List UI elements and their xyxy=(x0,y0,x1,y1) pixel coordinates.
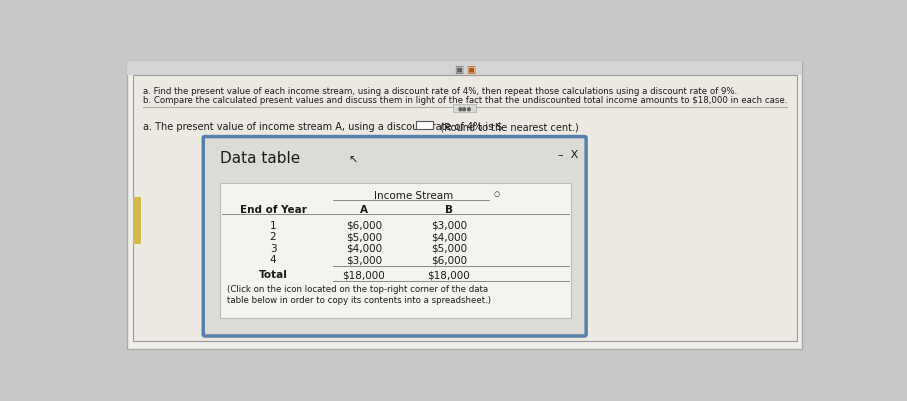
Text: $4,000: $4,000 xyxy=(346,243,382,253)
Text: 1: 1 xyxy=(269,220,277,230)
Text: $5,000: $5,000 xyxy=(346,232,382,242)
Text: $3,000: $3,000 xyxy=(346,255,382,265)
FancyBboxPatch shape xyxy=(203,137,586,336)
Text: (Click on the icon located on the top-right corner of the data
table below in or: (Click on the icon located on the top-ri… xyxy=(227,285,491,304)
Bar xyxy=(132,198,141,244)
Text: Data table: Data table xyxy=(220,151,300,166)
Text: $6,000: $6,000 xyxy=(346,220,382,230)
Text: b. Compare the calculated present values and discuss them in light of the fact t: b. Compare the calculated present values… xyxy=(142,96,787,105)
Text: 4: 4 xyxy=(269,255,277,265)
Bar xyxy=(454,105,476,113)
Text: a. The present value of income stream A, using a discount rate of 4% is $: a. The present value of income stream A,… xyxy=(142,122,502,132)
Text: 3: 3 xyxy=(269,243,277,253)
Text: $3,000: $3,000 xyxy=(431,220,467,230)
Text: $18,000: $18,000 xyxy=(427,269,471,279)
Text: Total: Total xyxy=(258,269,288,279)
Text: $5,000: $5,000 xyxy=(431,243,467,253)
Text: ●●●: ●●● xyxy=(458,106,472,111)
Text: $6,000: $6,000 xyxy=(431,255,467,265)
Text: A: A xyxy=(360,204,367,214)
Text: a. Find the present value of each income stream, using a discount rate of 4%, th: a. Find the present value of each income… xyxy=(142,87,737,95)
Text: ▣: ▣ xyxy=(454,65,463,75)
Text: Income Stream: Income Stream xyxy=(375,191,454,201)
Bar xyxy=(220,183,571,318)
Text: 2: 2 xyxy=(269,232,277,242)
Bar xyxy=(415,122,433,130)
Bar xyxy=(127,62,803,76)
Text: $18,000: $18,000 xyxy=(342,269,385,279)
Text: (Round to the nearest cent.): (Round to the nearest cent.) xyxy=(434,122,579,132)
Text: $4,000: $4,000 xyxy=(431,232,467,242)
Text: ▣: ▣ xyxy=(466,65,475,75)
Text: –  X: – X xyxy=(558,150,579,160)
Text: End of Year: End of Year xyxy=(239,204,307,214)
Text: B: B xyxy=(445,204,453,214)
Text: ↖: ↖ xyxy=(348,156,357,166)
Bar xyxy=(132,76,797,342)
Text: ○: ○ xyxy=(494,191,500,197)
